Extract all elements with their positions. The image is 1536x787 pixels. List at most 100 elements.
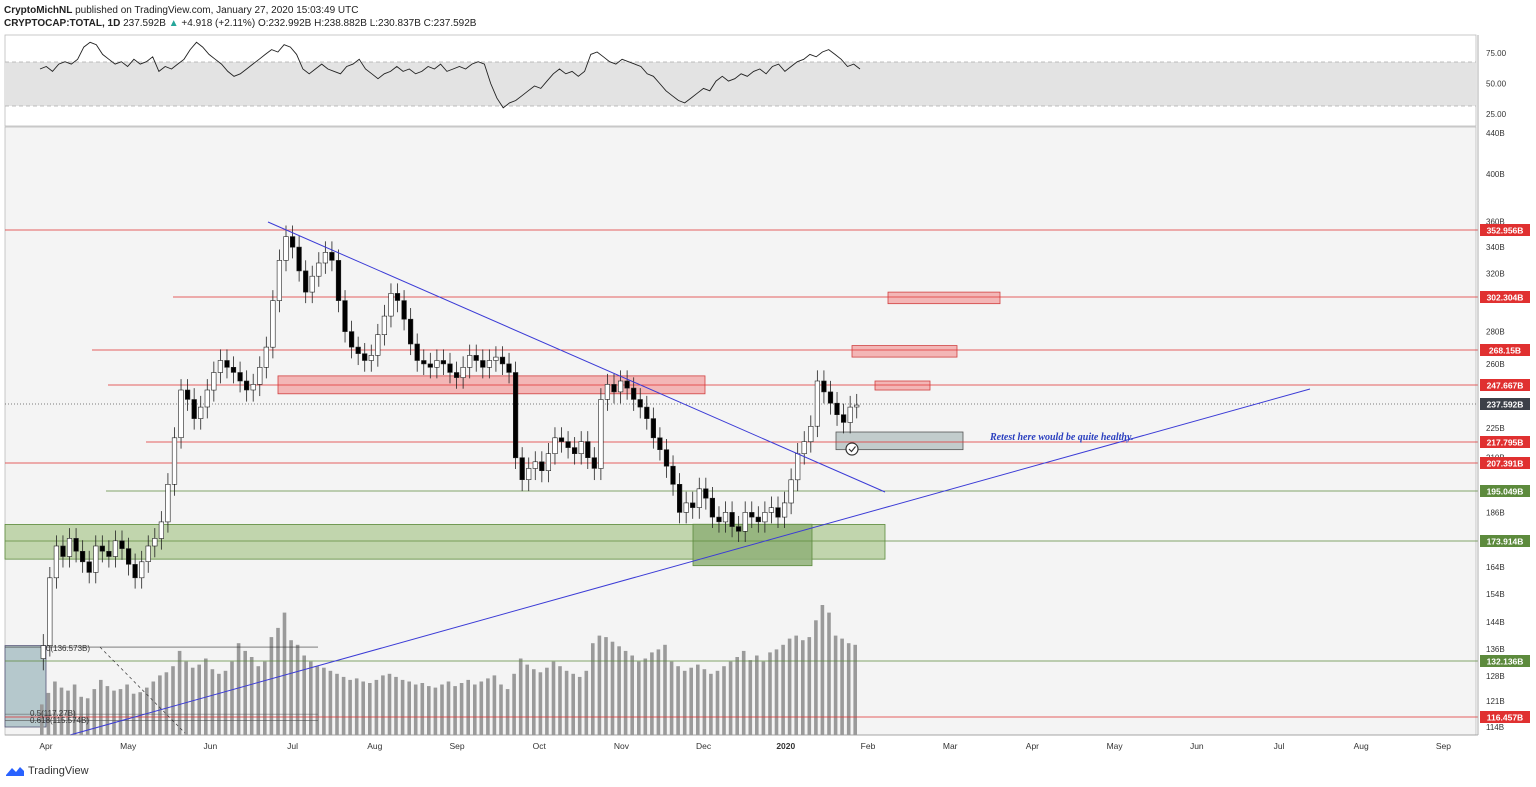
candle-body xyxy=(414,343,420,361)
volume-bar xyxy=(702,669,707,735)
volume-bar xyxy=(184,661,188,735)
volume-bar xyxy=(420,683,425,735)
volume-bar xyxy=(66,690,70,735)
candle-body xyxy=(335,260,342,301)
candle-body xyxy=(473,355,479,361)
symbol-label[interactable]: CRYPTOCAP:TOTAL, 1D xyxy=(4,18,121,29)
candle-body xyxy=(722,512,729,523)
y-tick-label: 400B xyxy=(1486,170,1505,179)
level-price-box xyxy=(1480,457,1530,469)
y-tick-label: 186B xyxy=(1486,508,1505,517)
x-tick-label: Jul xyxy=(1274,741,1285,751)
x-tick-label: Nov xyxy=(614,741,630,751)
tradingview-footer[interactable]: TradingView xyxy=(6,765,89,777)
volume-bar xyxy=(158,675,162,735)
volume-bar xyxy=(571,673,575,735)
candle-body xyxy=(99,545,105,552)
candle-body xyxy=(145,545,151,562)
volume-bar xyxy=(512,673,516,735)
x-tick-label: Dec xyxy=(696,741,712,751)
volume-bar xyxy=(125,684,129,735)
volume-bar xyxy=(328,670,333,735)
target-box-3 xyxy=(874,380,931,391)
candle-body xyxy=(375,334,381,356)
candle-body xyxy=(814,380,820,427)
volume-bar xyxy=(354,678,359,735)
candle-body xyxy=(257,366,263,385)
candle-body xyxy=(558,437,565,442)
volume-bar xyxy=(138,692,142,735)
retest-annotation: Retest here would be quite healthy. xyxy=(990,432,1134,443)
candle-body xyxy=(663,449,670,467)
candle-body xyxy=(493,356,499,361)
candle-body xyxy=(211,372,217,391)
candle-body xyxy=(178,389,184,439)
x-tick-label: May xyxy=(120,741,137,751)
volume-bar xyxy=(145,687,149,735)
author-name[interactable]: CryptoMichNL xyxy=(4,5,73,16)
rsi-tick-label: 75.00 xyxy=(1486,49,1507,58)
level-price-label: 217.795B xyxy=(1487,438,1524,448)
tradingview-logo-icon xyxy=(6,767,24,776)
candle-body xyxy=(749,512,755,518)
price-change: +4.918 (+2.11%) xyxy=(181,18,256,29)
candle-body xyxy=(60,545,66,557)
candle-body xyxy=(467,355,473,368)
candle-body xyxy=(637,399,643,408)
fib-label-0: 0(136.573B) xyxy=(46,644,90,653)
volume-bar xyxy=(164,672,169,735)
x-tick-label: Jun xyxy=(204,741,218,751)
candle-body xyxy=(460,366,466,378)
x-tick-label: Apr xyxy=(1026,741,1039,751)
candle-body xyxy=(47,577,53,646)
x-tick-label: Jun xyxy=(1190,741,1204,751)
candle-body xyxy=(854,404,860,408)
level-price-label: 173.914B xyxy=(1487,537,1524,547)
volume-bar xyxy=(768,652,772,735)
candle-body xyxy=(303,270,309,293)
candle-body xyxy=(283,236,289,261)
volume-bar xyxy=(151,681,156,735)
candle-body xyxy=(624,380,630,389)
candle-body xyxy=(644,406,650,419)
volume-bar xyxy=(741,650,746,735)
volume-bar xyxy=(643,658,648,735)
volume-bar xyxy=(637,661,641,735)
candle-body xyxy=(112,540,118,557)
candle-body xyxy=(316,262,322,277)
volume-bar xyxy=(433,687,438,735)
candle-body xyxy=(40,645,46,659)
x-tick-label: Sep xyxy=(449,741,464,751)
volume-bar xyxy=(748,660,753,735)
volume-bar xyxy=(171,666,175,735)
candle-body xyxy=(139,561,145,579)
volume-bar xyxy=(249,657,254,735)
volume-bar xyxy=(499,684,503,735)
candle-body xyxy=(506,363,512,373)
candle-body xyxy=(801,441,807,455)
candle-body xyxy=(762,512,768,523)
y-tick-label: 154B xyxy=(1486,590,1505,599)
level-price-label: 302.304B xyxy=(1487,293,1524,303)
y-tick-label: 260B xyxy=(1486,360,1505,369)
candle-body xyxy=(690,502,696,508)
candle-body xyxy=(401,300,407,320)
candle-body xyxy=(795,453,801,481)
volume-bar xyxy=(840,638,844,735)
candle-body xyxy=(440,360,447,365)
candle-body xyxy=(165,483,171,523)
candle-body xyxy=(407,318,414,345)
y-tick-label: 128B xyxy=(1486,672,1505,681)
candle-body xyxy=(250,384,256,391)
level-price-label: 237.592B xyxy=(1487,400,1524,410)
volume-bar xyxy=(400,679,405,735)
rsi-line xyxy=(39,41,861,109)
volume-bar xyxy=(486,678,490,735)
candle-body xyxy=(611,384,617,393)
main-pane xyxy=(4,126,1477,736)
volume-bar xyxy=(669,661,674,735)
volume-bar xyxy=(525,664,529,735)
volume-bar xyxy=(263,661,267,735)
level-price-box xyxy=(1480,485,1530,497)
